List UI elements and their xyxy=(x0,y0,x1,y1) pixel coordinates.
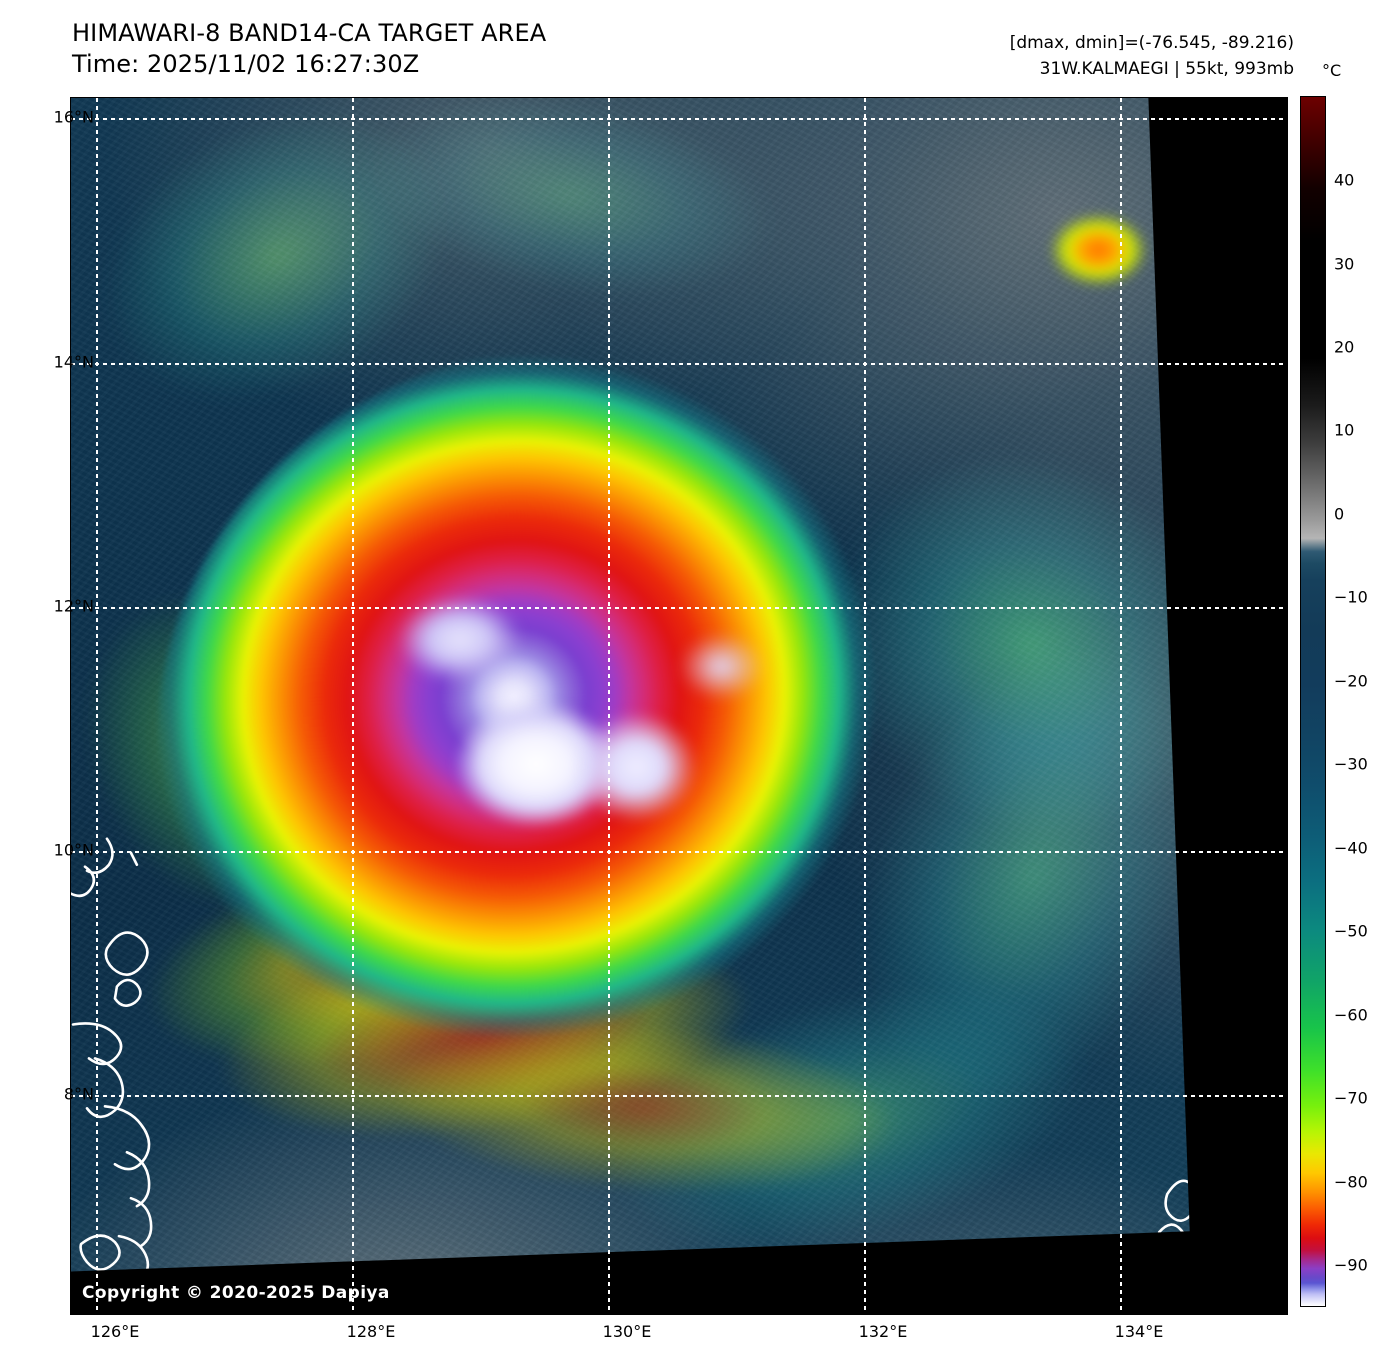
cbar-tick-10: 10 xyxy=(1334,420,1355,440)
xtick-label-132E: 132°E xyxy=(858,1322,908,1341)
cbar-tick-m70: −70 xyxy=(1334,1088,1368,1108)
cbar-tick-40: 40 xyxy=(1334,170,1355,190)
cbar-tick-m90: −90 xyxy=(1334,1255,1368,1275)
cbar-tick-m20: −20 xyxy=(1334,671,1368,691)
satellite-image-plot[interactable] xyxy=(70,97,1288,1315)
storm-info-readout: 31W.KALMAEGI | 55kt, 993mb xyxy=(1039,59,1294,79)
cbar-tick-m50: −50 xyxy=(1334,921,1368,941)
dmax-dmin-readout: [dmax, dmin]=(-76.545, -89.216) xyxy=(1009,33,1294,53)
cold-cloud-blob-ne xyxy=(679,633,765,700)
cbar-tick-m30: −30 xyxy=(1334,754,1368,774)
overshooting-top-secondary xyxy=(575,712,698,822)
cbar-tick-m40: −40 xyxy=(1334,838,1368,858)
cbar-tick-m10: −10 xyxy=(1334,587,1368,607)
cbar-tick-20: 20 xyxy=(1334,337,1355,357)
ytick-label-10N: 10°N xyxy=(53,840,94,860)
ne-convective-cell xyxy=(1049,213,1148,287)
xtick-label-130E: 130°E xyxy=(602,1322,652,1341)
satellite-swath-footprint xyxy=(71,98,1190,1272)
ytick-label-8N: 8°N xyxy=(63,1084,94,1104)
cbar-tick-30: 30 xyxy=(1334,254,1355,274)
ytick-label-16N: 16°N xyxy=(53,107,94,127)
ytick-label-14N: 14°N xyxy=(53,352,94,372)
xtick-label-128E: 128°E xyxy=(346,1322,396,1341)
page-title: HIMAWARI-8 BAND14-CA TARGET AREA Time: 2… xyxy=(72,19,547,78)
cold-cloud-blob-nw xyxy=(399,596,521,682)
xtick-label-134E: 134°E xyxy=(1114,1322,1164,1341)
ytick-label-12N: 12°N xyxy=(53,596,94,616)
copyright-notice: Copyright © 2020-2025 Dapiya xyxy=(82,1283,390,1303)
xtick-label-126E: 126°E xyxy=(90,1322,140,1341)
colorbar-unit-label: °C xyxy=(1322,61,1342,80)
cbar-tick-0: 0 xyxy=(1334,504,1345,524)
cbar-tick-m80: −80 xyxy=(1334,1172,1368,1192)
temperature-colorbar[interactable] xyxy=(1300,96,1326,1307)
cbar-tick-m60: −60 xyxy=(1334,1005,1368,1025)
metadata-block: [dmax, dmin]=(-76.545, -89.216) 31W.KALM… xyxy=(874,30,1294,82)
